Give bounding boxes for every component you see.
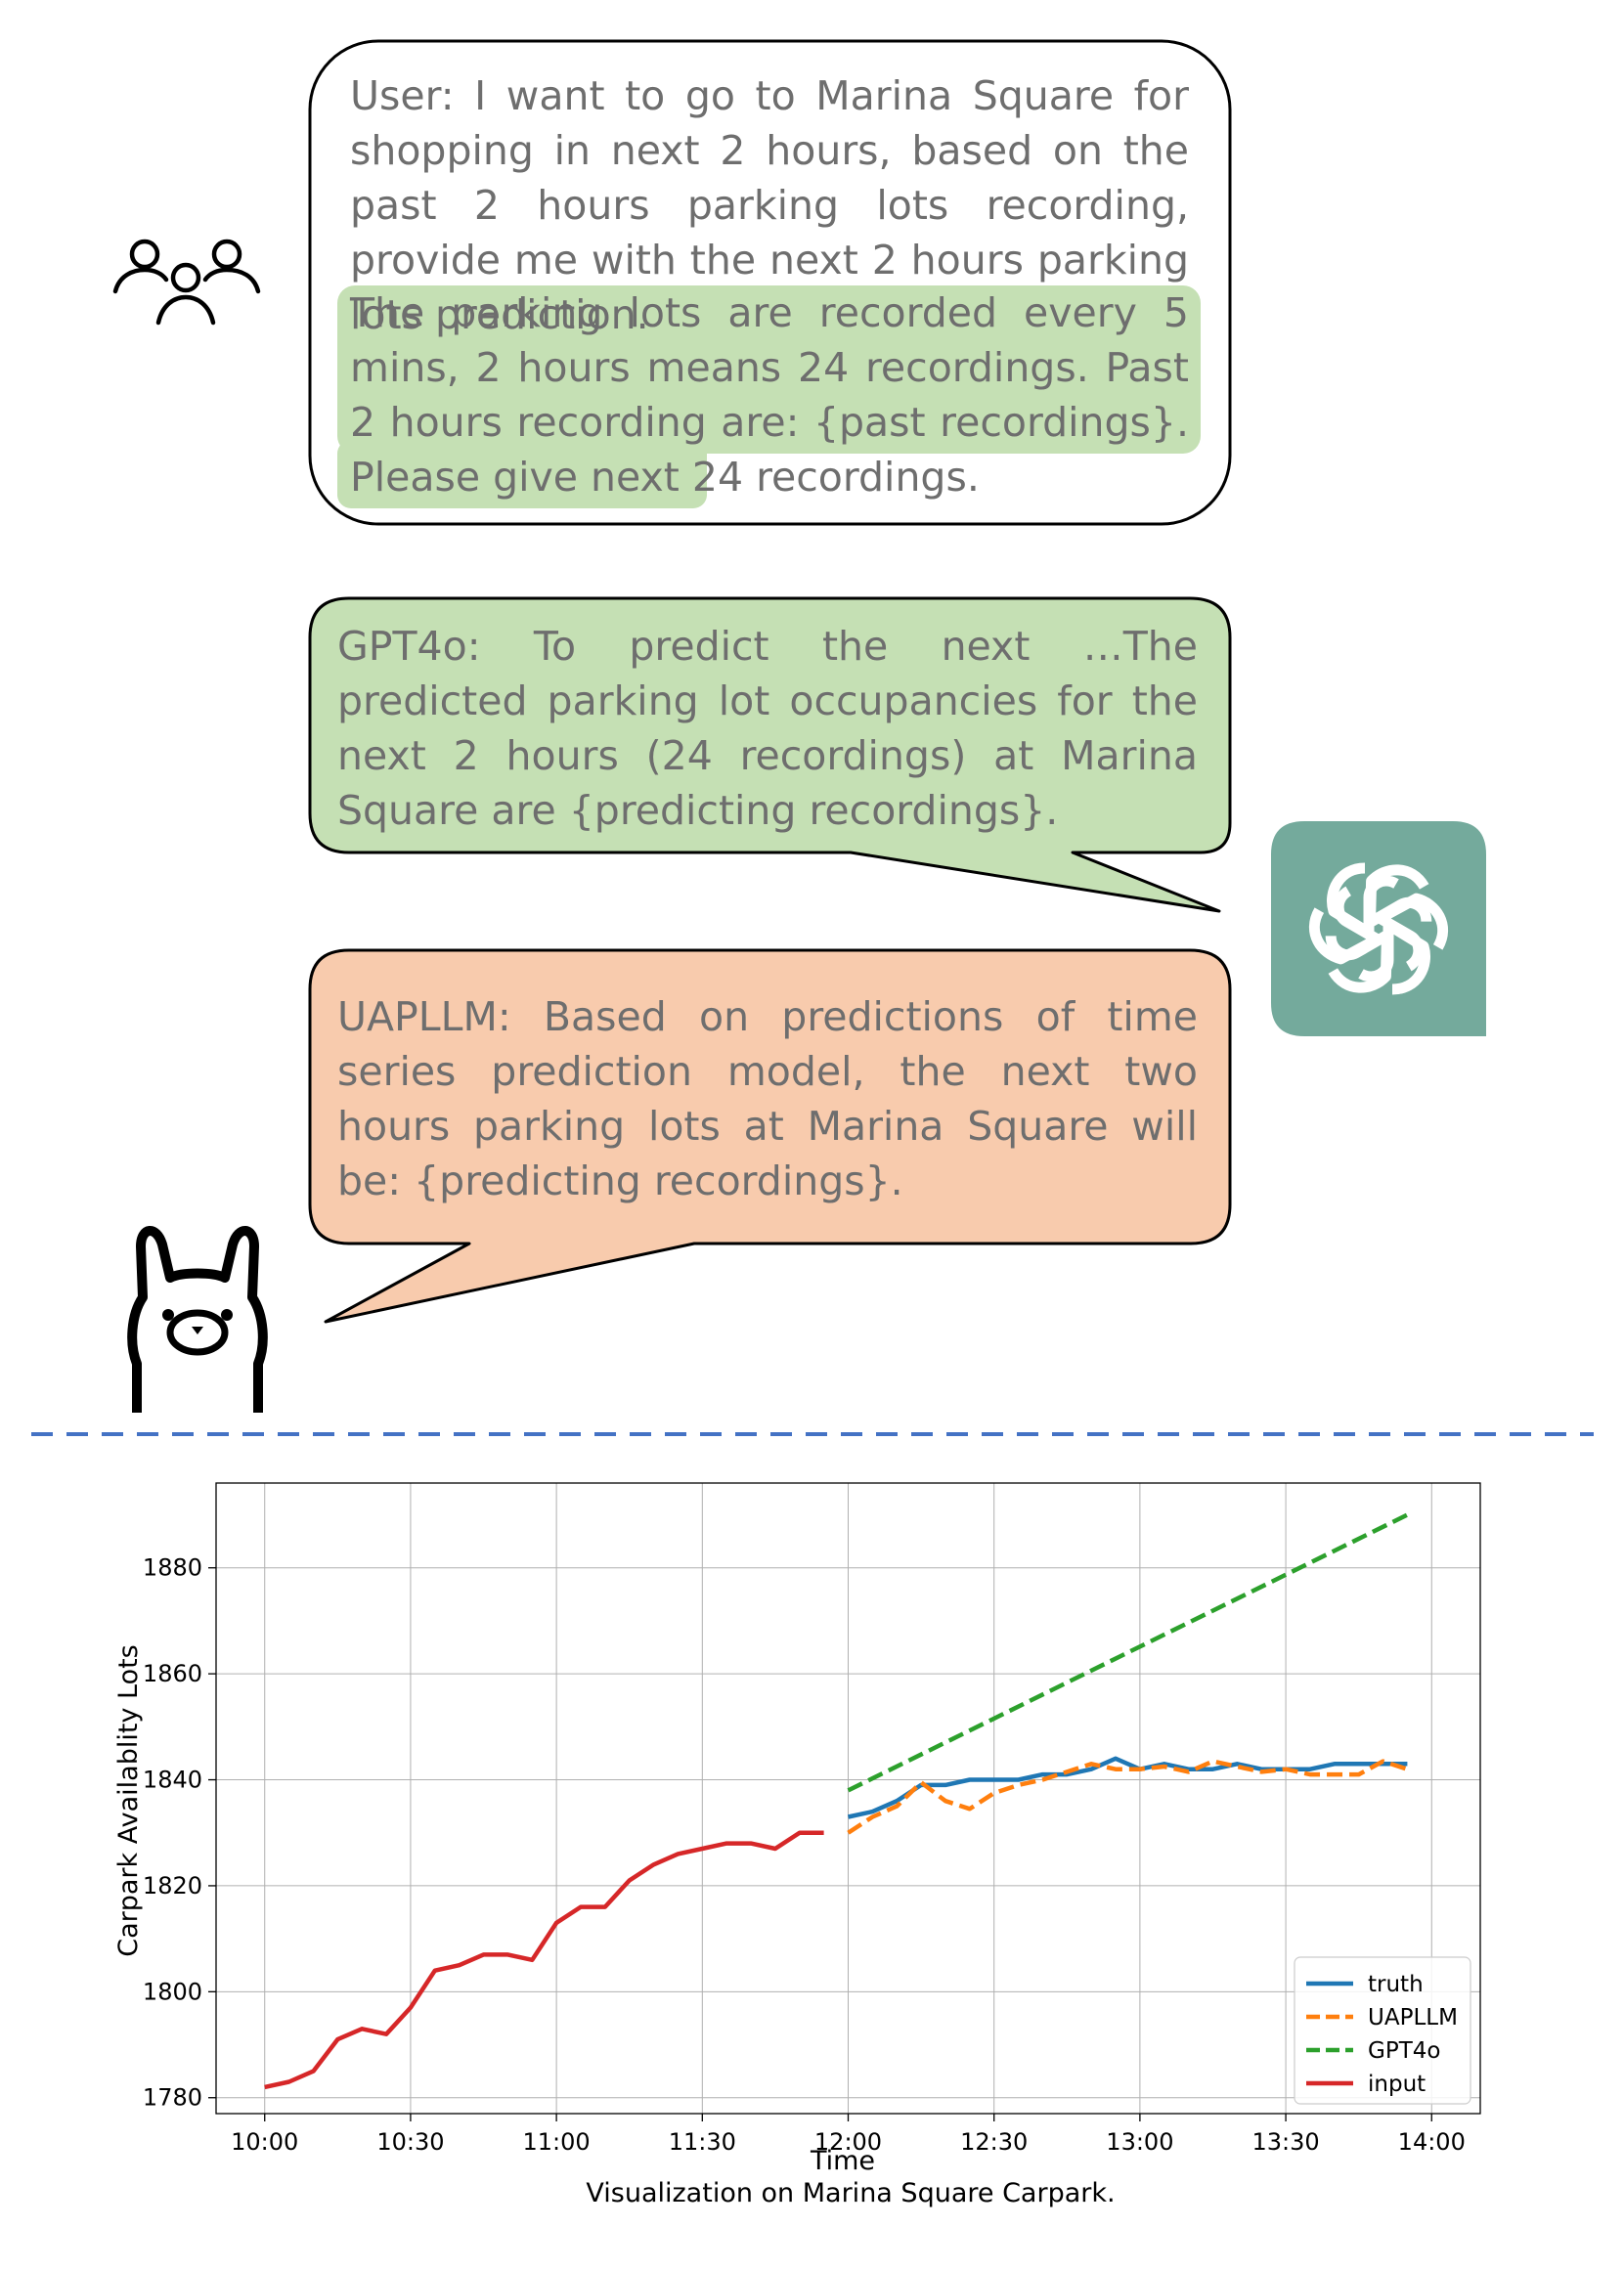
- y-tick-label: 1800: [143, 1978, 202, 2005]
- legend-label-uapllm: UAPLLM: [1368, 2005, 1458, 2031]
- x-tick-label: 12:00: [814, 2128, 882, 2156]
- y-tick-label: 1780: [143, 2084, 202, 2112]
- x-tick-label: 11:00: [523, 2128, 591, 2156]
- chart-ticks: 10:00 10:30 11:00 11:30 12:00 12:30 13:00 13:30…: [143, 1554, 1466, 2156]
- x-tick-label: 12:30: [960, 2128, 1028, 2156]
- user-message-text: User: I want to go to Marina Square for …: [350, 72, 1189, 338]
- plot-area-frame: [215, 1482, 1481, 2115]
- users-icon: [112, 239, 261, 326]
- openai-logo-icon: [1271, 821, 1486, 1036]
- y-tick-label: 1880: [143, 1554, 202, 1582]
- legend-box: [1294, 1956, 1471, 2105]
- x-tick-label: 13:00: [1106, 2128, 1173, 2156]
- x-tick-label: 11:30: [669, 2128, 736, 2156]
- separator-line: [31, 1432, 1594, 1436]
- uapllm-message-text: UAPLLM: Based on predictions of time ser…: [337, 993, 1198, 1204]
- legend-label-truth: truth: [1368, 1972, 1424, 1997]
- uapllm-message-bubble: [308, 948, 1232, 1324]
- series-line-input: [264, 1830, 824, 2090]
- x-axis-label: Time: [810, 2146, 875, 2176]
- x-tick-label: 10:30: [376, 2128, 444, 2156]
- series-line-uapllm: [847, 1759, 1409, 1835]
- chart-legend: truth UAPLLM GPT4o input: [1294, 1956, 1471, 2105]
- chart-caption: Visualization on Marina Square Carpark.: [586, 2178, 1115, 2208]
- y-axis-label: Carpark Availablity Lots: [113, 1644, 144, 1957]
- x-tick-label: 14:00: [1398, 2128, 1466, 2156]
- series-line-truth: [848, 1756, 1408, 1819]
- chart-series: [264, 1512, 1409, 2090]
- legend-label-gpt4o: GPT4o: [1368, 2038, 1440, 2064]
- y-tick-label: 1820: [143, 1872, 202, 1900]
- series-line-gpt4o: [847, 1512, 1409, 1793]
- llama-icon: [127, 1226, 268, 1413]
- legend-label-input: input: [1368, 2072, 1426, 2097]
- chart-grid: [216, 1483, 1480, 2114]
- gpt-message-text: GPT4o: To predict the next …The predicte…: [337, 623, 1198, 834]
- y-tick-label: 1840: [143, 1767, 202, 1794]
- x-tick-label: 13:30: [1251, 2128, 1319, 2156]
- y-tick-label: 1860: [143, 1660, 202, 1687]
- user-message-highlight: The parking lots are recorded every 5 mi…: [350, 289, 1189, 501]
- user-message-bubble: [308, 39, 1232, 526]
- gpt-message-bubble: [308, 596, 1232, 913]
- x-tick-label: 10:00: [231, 2128, 298, 2156]
